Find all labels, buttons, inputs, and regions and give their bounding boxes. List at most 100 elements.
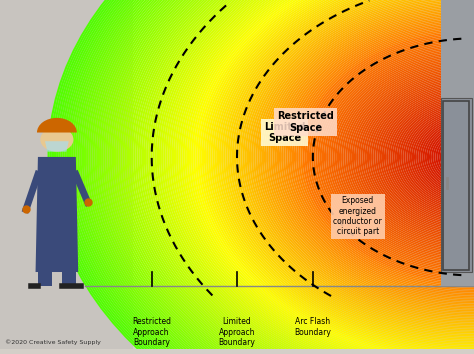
Polygon shape bbox=[367, 78, 474, 236]
Polygon shape bbox=[264, 2, 474, 312]
Polygon shape bbox=[85, 272, 474, 286]
Polygon shape bbox=[438, 130, 474, 184]
Polygon shape bbox=[358, 72, 474, 242]
Polygon shape bbox=[375, 84, 474, 229]
Polygon shape bbox=[457, 144, 474, 170]
Polygon shape bbox=[455, 143, 474, 171]
Polygon shape bbox=[127, 0, 474, 354]
Polygon shape bbox=[392, 97, 474, 217]
Polygon shape bbox=[309, 35, 474, 278]
Circle shape bbox=[40, 127, 73, 152]
Polygon shape bbox=[123, 0, 474, 354]
Polygon shape bbox=[371, 81, 474, 233]
Polygon shape bbox=[170, 0, 474, 354]
Polygon shape bbox=[418, 116, 474, 198]
Polygon shape bbox=[360, 73, 474, 240]
Polygon shape bbox=[302, 31, 474, 283]
Polygon shape bbox=[319, 44, 474, 270]
Polygon shape bbox=[108, 0, 474, 354]
Polygon shape bbox=[215, 0, 474, 348]
Polygon shape bbox=[226, 0, 474, 340]
Polygon shape bbox=[62, 272, 76, 286]
Polygon shape bbox=[208, 0, 474, 353]
Polygon shape bbox=[240, 0, 474, 329]
Polygon shape bbox=[181, 0, 474, 354]
Text: Exposed
energized
conductor or
circuit part: Exposed energized conductor or circuit p… bbox=[334, 196, 382, 236]
Polygon shape bbox=[255, 0, 474, 318]
Polygon shape bbox=[101, 0, 474, 354]
Polygon shape bbox=[153, 0, 474, 354]
Polygon shape bbox=[210, 0, 474, 351]
Polygon shape bbox=[444, 135, 474, 179]
Polygon shape bbox=[363, 75, 474, 239]
Polygon shape bbox=[245, 0, 474, 326]
Polygon shape bbox=[45, 141, 69, 152]
Polygon shape bbox=[401, 103, 474, 211]
Polygon shape bbox=[157, 0, 474, 354]
Polygon shape bbox=[463, 149, 474, 165]
Polygon shape bbox=[182, 0, 474, 354]
Polygon shape bbox=[273, 9, 474, 305]
Polygon shape bbox=[204, 0, 474, 354]
Polygon shape bbox=[380, 87, 474, 226]
FancyBboxPatch shape bbox=[441, 98, 472, 272]
Polygon shape bbox=[313, 39, 474, 275]
Polygon shape bbox=[350, 65, 474, 249]
Polygon shape bbox=[125, 0, 474, 354]
Polygon shape bbox=[410, 110, 474, 204]
Polygon shape bbox=[71, 0, 474, 354]
Polygon shape bbox=[275, 10, 474, 304]
Polygon shape bbox=[356, 70, 474, 244]
Polygon shape bbox=[193, 0, 474, 354]
Polygon shape bbox=[95, 0, 474, 354]
Polygon shape bbox=[54, 0, 474, 354]
Polygon shape bbox=[268, 6, 474, 308]
Polygon shape bbox=[324, 46, 474, 267]
Polygon shape bbox=[365, 76, 474, 238]
Polygon shape bbox=[249, 0, 474, 322]
Text: Limited
Space: Limited Space bbox=[264, 122, 305, 143]
Polygon shape bbox=[69, 0, 474, 354]
Polygon shape bbox=[374, 83, 474, 231]
Polygon shape bbox=[442, 133, 474, 181]
Polygon shape bbox=[318, 42, 474, 272]
Polygon shape bbox=[131, 0, 474, 354]
Polygon shape bbox=[133, 0, 474, 354]
Polygon shape bbox=[146, 0, 474, 354]
Polygon shape bbox=[0, 0, 133, 349]
Polygon shape bbox=[382, 89, 474, 225]
Polygon shape bbox=[150, 0, 474, 354]
Polygon shape bbox=[64, 0, 474, 354]
Polygon shape bbox=[137, 0, 474, 354]
Polygon shape bbox=[92, 0, 474, 354]
Text: Arc Flash
Boundary: Arc Flash Boundary bbox=[294, 317, 331, 337]
Polygon shape bbox=[328, 50, 474, 264]
Text: Limited
Approach
Boundary: Limited Approach Boundary bbox=[219, 317, 255, 347]
Polygon shape bbox=[408, 108, 474, 206]
Polygon shape bbox=[470, 154, 474, 160]
Text: ©2020 Creative Safety Supply: ©2020 Creative Safety Supply bbox=[5, 339, 100, 345]
Polygon shape bbox=[296, 26, 474, 288]
Polygon shape bbox=[80, 0, 474, 354]
Polygon shape bbox=[161, 0, 474, 354]
Polygon shape bbox=[86, 0, 474, 354]
Polygon shape bbox=[416, 114, 474, 200]
Polygon shape bbox=[73, 0, 474, 354]
Polygon shape bbox=[206, 0, 474, 354]
Polygon shape bbox=[440, 132, 474, 182]
Polygon shape bbox=[136, 0, 474, 354]
Polygon shape bbox=[386, 92, 474, 222]
Polygon shape bbox=[56, 0, 474, 354]
Polygon shape bbox=[446, 136, 474, 177]
Polygon shape bbox=[163, 0, 474, 354]
Polygon shape bbox=[298, 28, 474, 286]
Polygon shape bbox=[129, 0, 474, 354]
Polygon shape bbox=[450, 139, 474, 174]
Polygon shape bbox=[346, 62, 474, 252]
Polygon shape bbox=[472, 155, 474, 159]
Polygon shape bbox=[271, 7, 474, 307]
Polygon shape bbox=[403, 105, 474, 209]
Wedge shape bbox=[37, 118, 77, 132]
Polygon shape bbox=[234, 0, 474, 333]
Polygon shape bbox=[429, 124, 474, 190]
